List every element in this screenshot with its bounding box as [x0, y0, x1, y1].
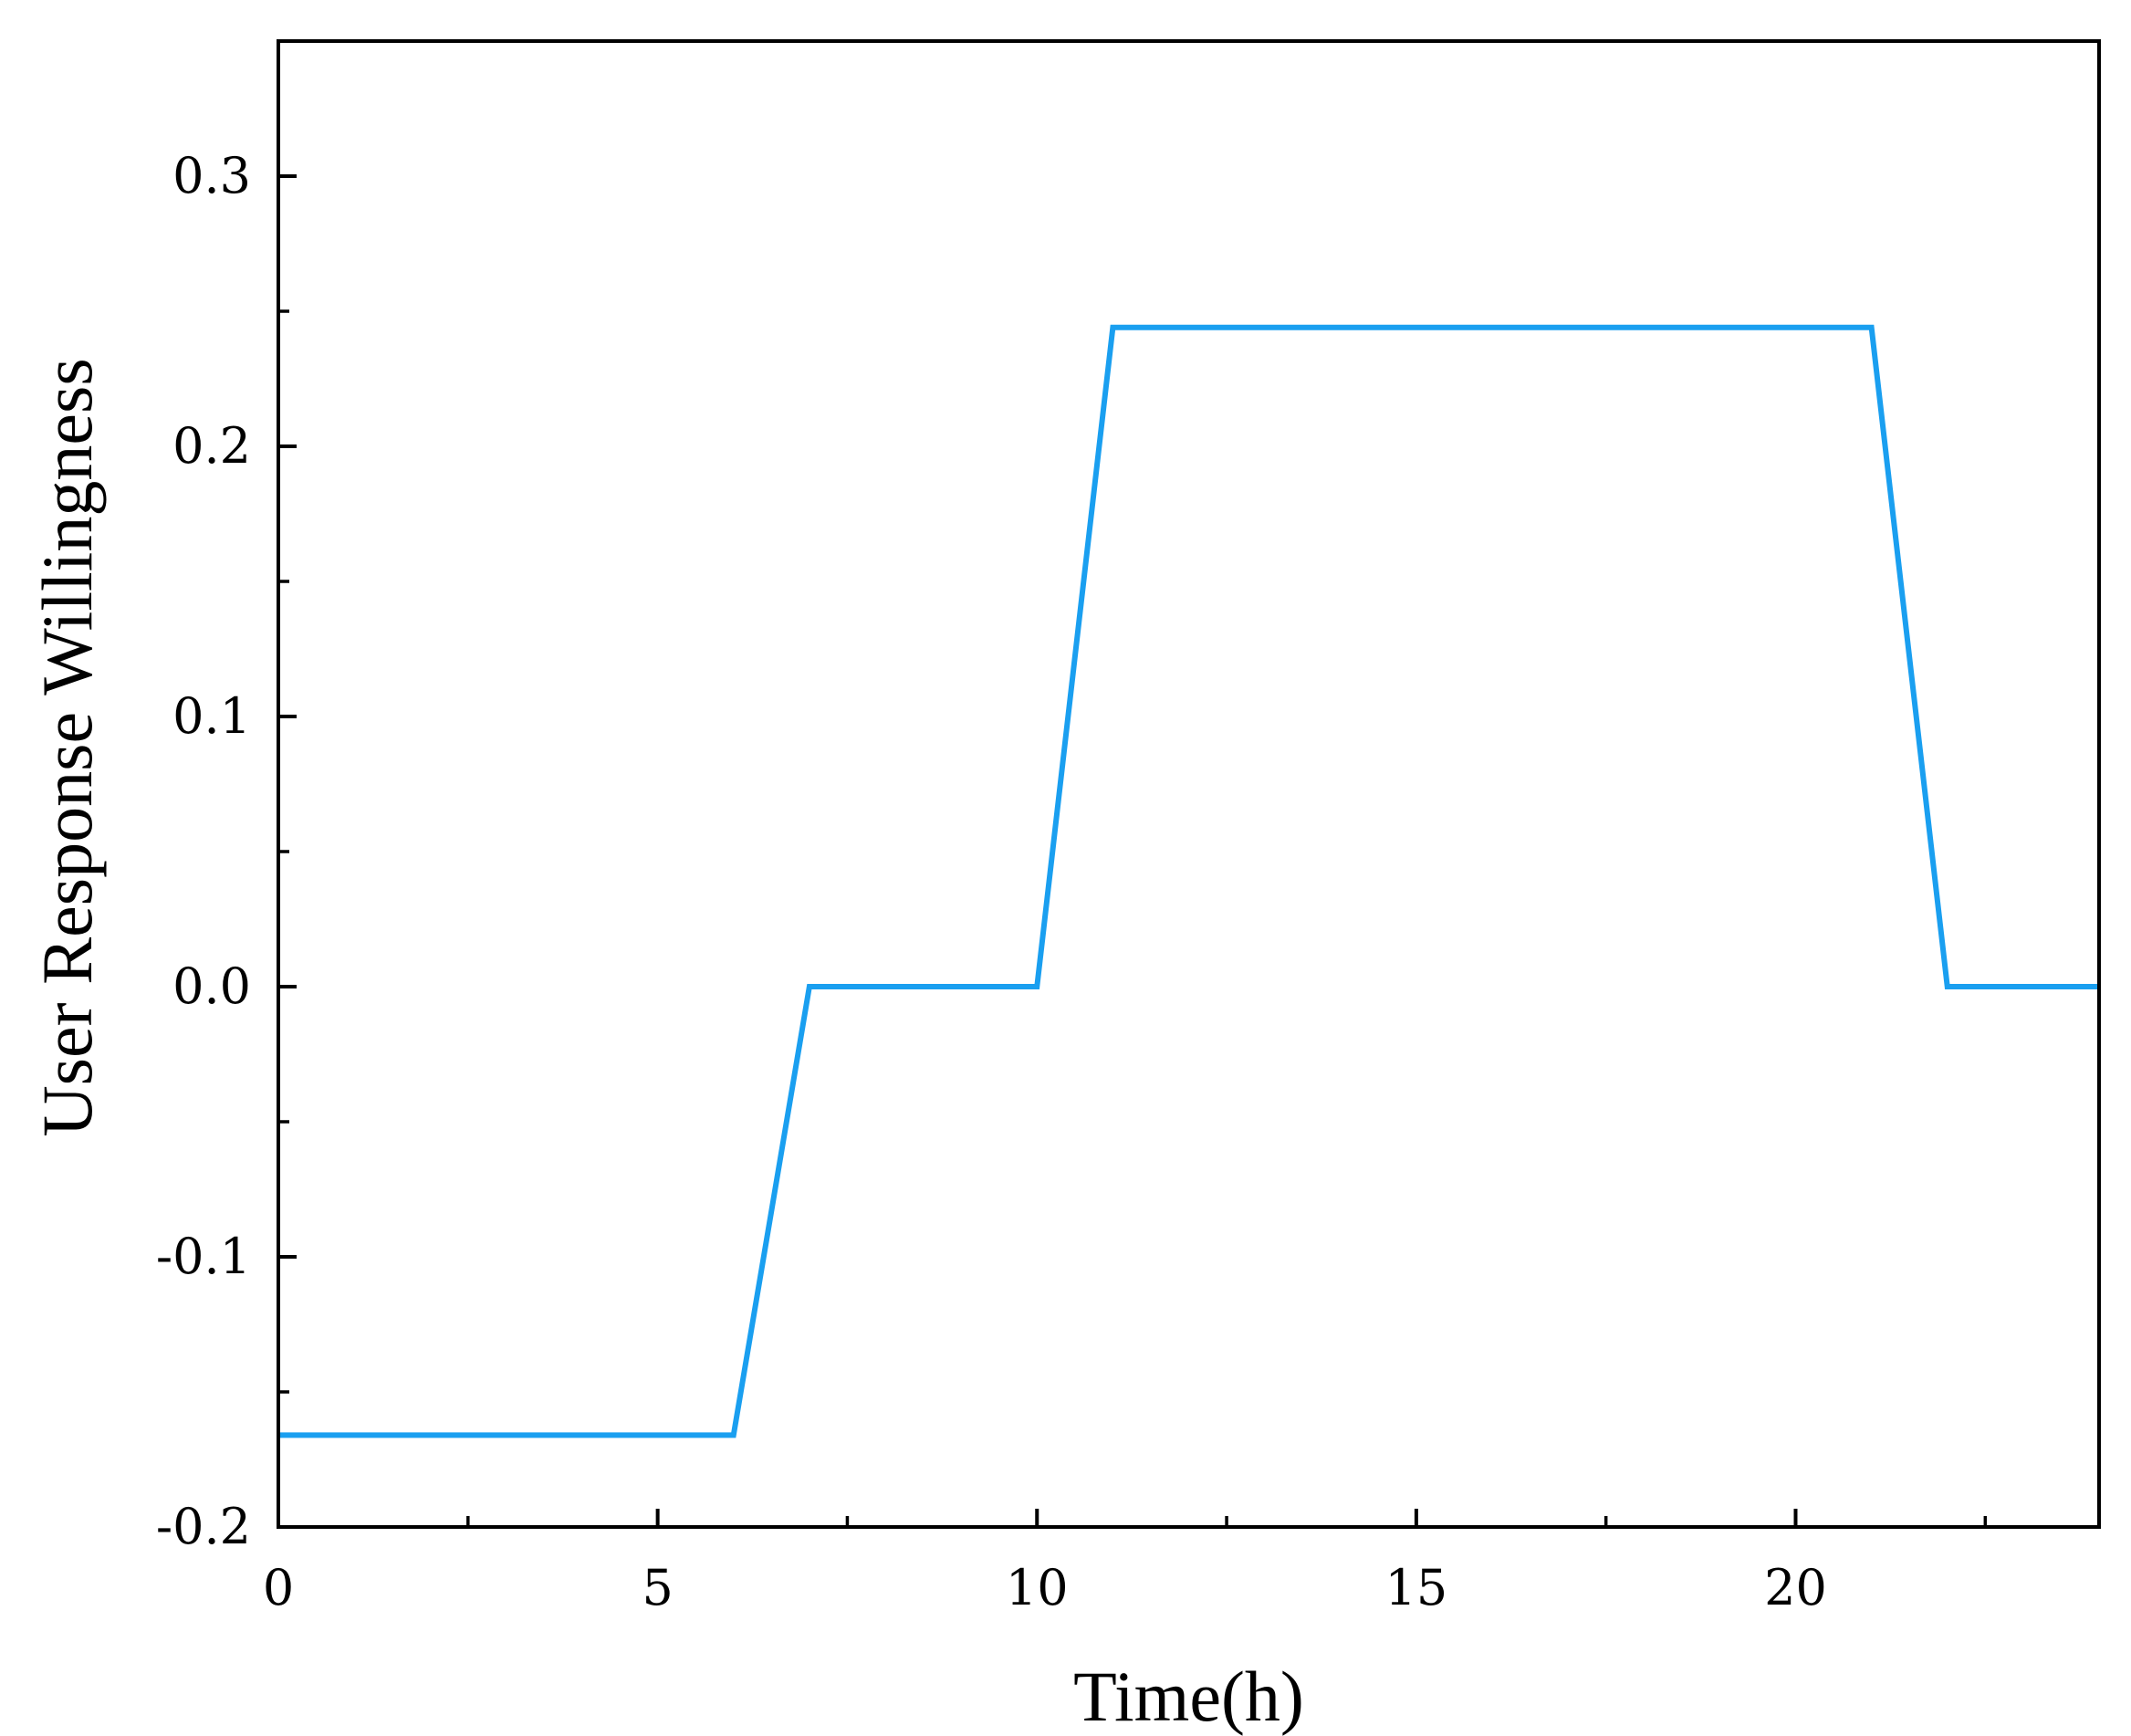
series-line — [278, 324, 2099, 1438]
plot-frame — [277, 39, 2101, 1529]
x-tick-label: 5 — [642, 1559, 673, 1616]
y-tick-label: -0.1 — [156, 1228, 251, 1285]
y-tick-label: 0.0 — [172, 957, 251, 1015]
y-tick-label: 0.1 — [172, 687, 251, 745]
series-layer — [278, 324, 2099, 1438]
x-tick-label: 20 — [1764, 1559, 1827, 1616]
x-axis-title: Time(h) — [1073, 1657, 1304, 1736]
x-tick-label: 10 — [1006, 1559, 1069, 1616]
y-tick-label: 0.2 — [172, 417, 251, 475]
x-tick-label: 15 — [1385, 1559, 1448, 1616]
tick-labels: 0 5 10 15 20 -0.2 -0.1 0.0 0.1 0.2 0.3 — [156, 147, 1827, 1616]
axis-ticks — [277, 174, 1988, 1529]
x-tick-label: 0 — [263, 1559, 294, 1616]
y-tick-label: 0.3 — [172, 147, 251, 204]
y-axis-title: User Response Willingness — [27, 358, 107, 1136]
y-tick-label: -0.2 — [156, 1498, 251, 1555]
